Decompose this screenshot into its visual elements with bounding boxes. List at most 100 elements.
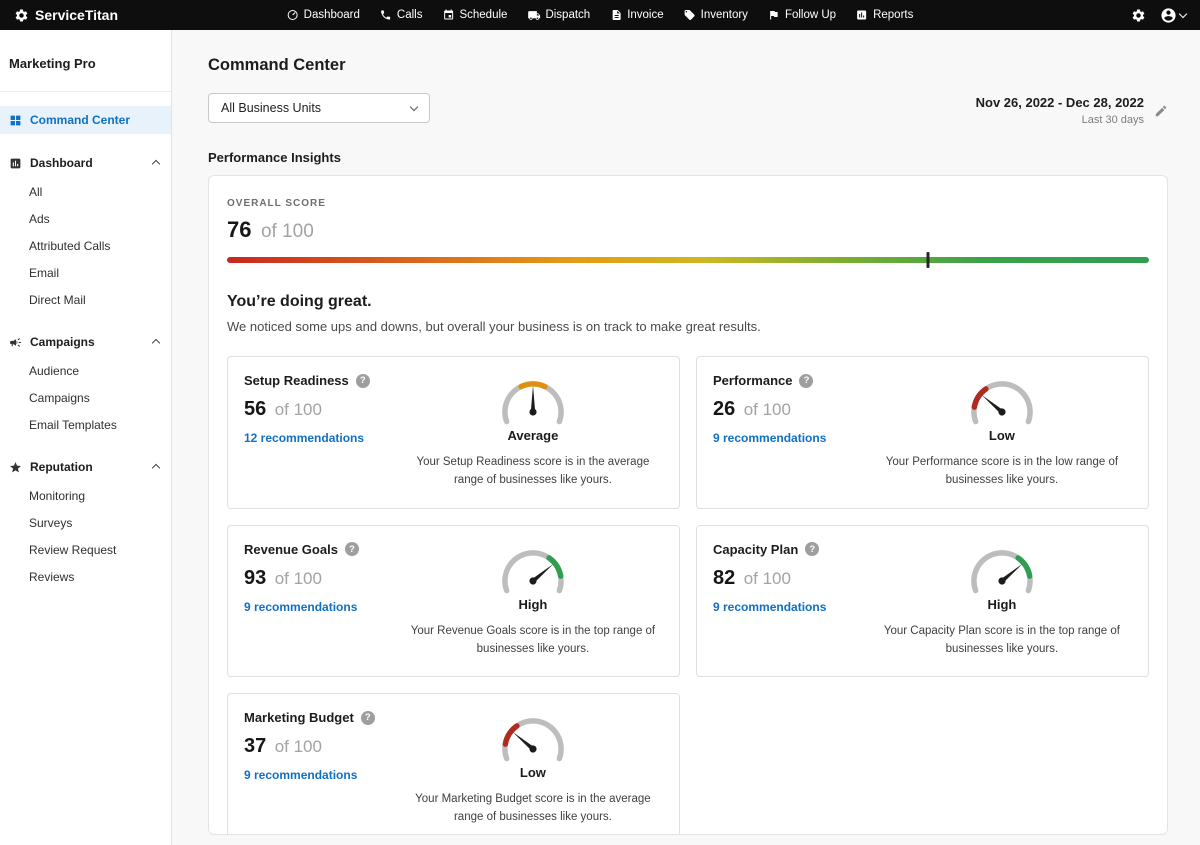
- help-icon[interactable]: ?: [361, 711, 375, 725]
- phone-icon: [380, 9, 392, 21]
- gauge-level-label: Low: [520, 765, 546, 780]
- topnav-follow-up[interactable]: Follow Up: [768, 9, 836, 22]
- card-title: Revenue Goals: [244, 542, 338, 557]
- bar-chart-icon: [856, 9, 868, 21]
- performance-insights-panel: OVERALL SCORE 76 of 100 You’re doing gre…: [208, 175, 1168, 835]
- topnav-dispatch[interactable]: Dispatch: [527, 9, 590, 22]
- topnav-label: Calls: [397, 9, 423, 21]
- sidebar-item-monitoring[interactable]: Monitoring: [0, 482, 171, 509]
- sidebar-item-review-request[interactable]: Review Request: [0, 536, 171, 563]
- score-gauge: [494, 542, 572, 595]
- sidebar-section-reputation[interactable]: Reputation: [0, 452, 171, 482]
- edit-date-range-button[interactable]: [1154, 104, 1168, 118]
- card-title: Setup Readiness: [244, 373, 349, 388]
- servicetitan-gear-icon: [14, 8, 29, 23]
- card-title: Marketing Budget: [244, 710, 354, 725]
- card-description: Your Capacity Plan score is in the top r…: [872, 623, 1132, 659]
- card-title: Performance: [713, 373, 792, 388]
- score-card-setup-readiness: Setup Readiness ? 56 of 100 12 recommend…: [227, 356, 680, 509]
- chevron-up-icon: [152, 160, 160, 168]
- sidebar-item-command-center[interactable]: Command Center: [0, 106, 171, 134]
- card-description: Your Performance score is in the low ran…: [872, 454, 1132, 490]
- recommendations-link[interactable]: 9 recommendations: [713, 431, 826, 445]
- sidebar-item-label: Command Center: [30, 113, 130, 127]
- sidebar-section-dashboard[interactable]: Dashboard: [0, 148, 171, 178]
- topnav-schedule[interactable]: Schedule: [442, 9, 507, 22]
- score-card-performance: Performance ? 26 of 100 9 recommendation…: [696, 356, 1149, 509]
- card-score-max: of 100: [744, 569, 791, 588]
- command-center-icon: [9, 114, 22, 127]
- card-score-max: of 100: [275, 737, 322, 756]
- help-icon[interactable]: ?: [345, 542, 359, 556]
- recommendations-link[interactable]: 9 recommendations: [244, 768, 357, 782]
- sidebar-item-ads[interactable]: Ads: [0, 205, 171, 232]
- sidebar-item-direct-mail[interactable]: Direct Mail: [0, 286, 171, 313]
- topnav-label: Dashboard: [304, 9, 360, 21]
- account-icon: [1160, 7, 1177, 24]
- topnav-label: Dispatch: [545, 9, 590, 21]
- card-description: Your Setup Readiness score is in the ave…: [403, 454, 663, 490]
- sidebar-section-label: Campaigns: [30, 335, 95, 349]
- dashboard-icon: [287, 9, 299, 21]
- topnav-inventory[interactable]: Inventory: [684, 9, 748, 22]
- business-unit-value: All Business Units: [221, 101, 321, 115]
- topnav-reports[interactable]: Reports: [856, 9, 913, 22]
- recommendations-link[interactable]: 9 recommendations: [713, 600, 826, 614]
- help-icon[interactable]: ?: [805, 542, 819, 556]
- truck-icon: [527, 9, 540, 22]
- sidebar-section-campaigns[interactable]: Campaigns: [0, 327, 171, 357]
- overall-score-value: 76: [227, 217, 251, 242]
- sidebar-item-reviews[interactable]: Reviews: [0, 563, 171, 590]
- recommendations-link[interactable]: 12 recommendations: [244, 431, 364, 445]
- sidebar-item-surveys[interactable]: Surveys: [0, 509, 171, 536]
- calendar-icon: [442, 9, 454, 21]
- servicetitan-logo[interactable]: ServiceTitan: [14, 7, 118, 23]
- tag-icon: [684, 9, 696, 21]
- star-icon: [9, 461, 22, 474]
- performance-insights-label: Performance Insights: [208, 150, 1168, 165]
- score-card-marketing-budget: Marketing Budget ? 37 of 100 9 recommend…: [227, 693, 680, 835]
- sidebar: Marketing Pro Command Center Dashboard A…: [0, 30, 172, 845]
- recommendations-link[interactable]: 9 recommendations: [244, 600, 357, 614]
- topnav-label: Invoice: [627, 9, 663, 21]
- flag-icon: [768, 9, 780, 21]
- settings-gear-button[interactable]: [1131, 8, 1146, 23]
- card-score-max: of 100: [744, 400, 791, 419]
- overall-score-label: OVERALL SCORE: [227, 198, 1149, 209]
- card-score: 56: [244, 398, 266, 420]
- business-unit-select[interactable]: All Business Units: [208, 93, 430, 123]
- main-content: Command Center All Business Units Nov 26…: [172, 30, 1200, 845]
- help-icon[interactable]: ?: [356, 374, 370, 388]
- score-cards-grid: Setup Readiness ? 56 of 100 12 recommend…: [227, 356, 1149, 835]
- sidebar-item-all[interactable]: All: [0, 178, 171, 205]
- topnav-label: Reports: [873, 9, 913, 21]
- sidebar-item-audience[interactable]: Audience: [0, 357, 171, 384]
- sidebar-item-campaigns[interactable]: Campaigns: [0, 384, 171, 411]
- topnav-label: Schedule: [459, 9, 507, 21]
- date-range-value: Nov 26, 2022 - Dec 28, 2022: [976, 95, 1144, 110]
- card-score: 82: [713, 567, 735, 589]
- chevron-down-icon: [410, 102, 418, 110]
- gauge-level-label: Low: [989, 428, 1015, 443]
- card-title: Capacity Plan: [713, 542, 798, 557]
- topnav-dashboard[interactable]: Dashboard: [287, 9, 360, 22]
- document-icon: [610, 9, 622, 21]
- topbar-actions: [1131, 7, 1186, 24]
- overall-score-marker: [926, 252, 929, 268]
- gauge-level-label: High: [987, 597, 1016, 612]
- score-gauge: [963, 542, 1041, 595]
- overall-score-max: of 100: [261, 221, 314, 242]
- sidebar-item-email[interactable]: Email: [0, 259, 171, 286]
- brand-name: ServiceTitan: [35, 7, 118, 23]
- topnav-calls[interactable]: Calls: [380, 9, 423, 22]
- topnav-invoice[interactable]: Invoice: [610, 9, 663, 22]
- card-score: 37: [244, 735, 266, 757]
- pencil-icon: [1154, 104, 1168, 118]
- topnav-label: Inventory: [701, 9, 748, 21]
- sidebar-item-attributed-calls[interactable]: Attributed Calls: [0, 232, 171, 259]
- account-menu-button[interactable]: [1160, 7, 1186, 24]
- chevron-up-icon: [152, 339, 160, 347]
- help-icon[interactable]: ?: [799, 374, 813, 388]
- gauge-level-label: Average: [508, 428, 559, 443]
- sidebar-item-email-templates[interactable]: Email Templates: [0, 411, 171, 438]
